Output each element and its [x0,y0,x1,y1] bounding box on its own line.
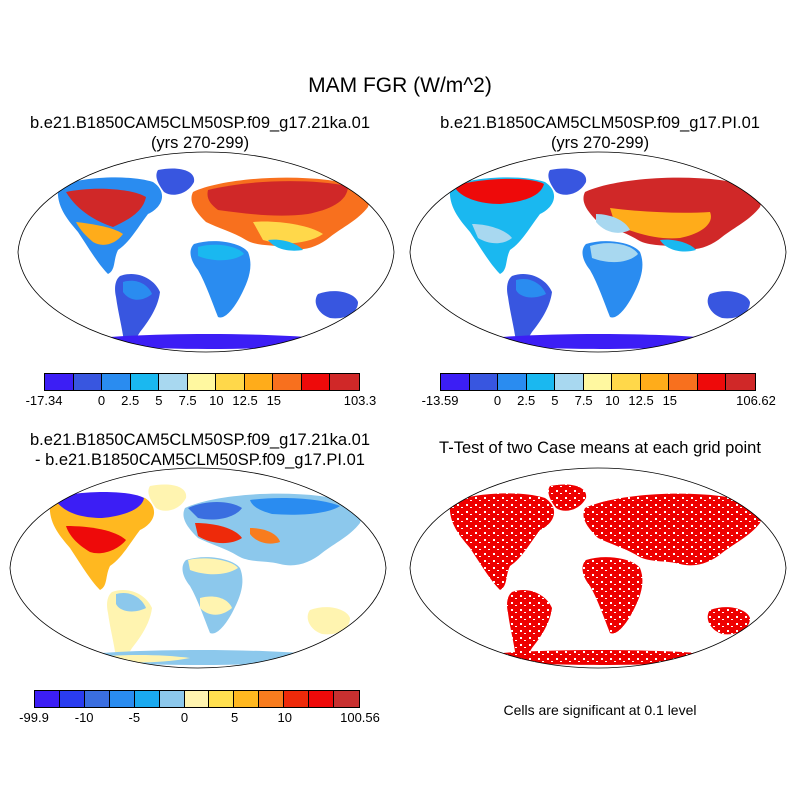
colorbar-swatch [59,691,85,707]
colorbar-tick-label: 7.5 [178,393,197,408]
colorbar-tick-label: 10 [209,393,224,408]
colorbar-swatch [84,691,110,707]
colorbar-tick-label: 12.5 [232,393,258,408]
colorbar-swatch [45,374,74,390]
colorbar-swatch [284,691,310,707]
colorbar-tick-label: 5 [551,393,559,408]
page-title: MAM FGR (W/m^2) [308,74,492,97]
colorbar-tick-label: -99.9 [19,710,49,725]
colorbar-pi [440,373,756,391]
colorbar-tick-label: -10 [74,710,94,725]
colorbar-swatch [259,691,285,707]
colorbar-swatch [640,374,670,390]
colorbar-swatch [216,374,245,390]
colorbar-tick-label: 100.56 [340,710,380,725]
colorbar-swatch [498,374,527,390]
colorbar-tick-label: 12.5 [628,393,654,408]
colorbar-difference [34,690,360,708]
colorbar-tick-label: 0 [97,393,106,408]
colorbar-swatch [334,691,359,707]
colorbar-tick-label: 2.5 [121,393,140,408]
colorbar-tick-label: 0 [493,393,502,408]
colorbar-tick-label: 2.5 [517,393,536,408]
significance-footnote: Cells are significant at 0.1 level [503,702,697,718]
colorbar-swatch [102,374,131,390]
colorbar-swatch [301,374,331,390]
colorbar-swatch [109,691,135,707]
colorbar-tick-label: -5 [128,710,141,725]
panel3-subtitle: - b.e21.B1850CAM5CLM50SP.f09_g17.PI.01 [35,451,365,469]
colorbar-swatch [612,374,641,390]
colorbar-swatch [526,374,556,390]
colorbar-swatch [726,374,756,390]
map-outline-difference [9,467,387,669]
colorbar-swatch [669,374,698,390]
panel2-title: b.e21.B1850CAM5CLM50SP.f09_g17.PI.01 [440,114,760,132]
panel2-years: (yrs 270-299) [550,134,650,152]
colorbar-swatch [244,374,274,390]
colorbar-tick-label: 10 [605,393,620,408]
colorbar-tick-label: 5 [155,393,163,408]
colorbar-tick-label: 7.5 [574,393,593,408]
panel1-title: b.e21.B1850CAM5CLM50SP.f09_g17.21ka.01 [29,114,371,132]
panel1-years: (yrs 270-299) [150,134,250,152]
colorbar-swatch [441,374,470,390]
colorbar-swatch [159,691,185,707]
colorbar-tick-label: 15 [266,393,282,408]
map-outline-ttest [409,467,787,669]
colorbar-tick-label: 103.3 [343,393,377,408]
colorbar-swatch [330,374,360,390]
colorbar-swatch [234,691,260,707]
panel3-title: b.e21.B1850CAM5CLM50SP.f09_g17.21ka.01 [29,431,371,449]
colorbar-swatch [134,691,160,707]
colorbar-swatch [159,374,188,390]
colorbar-swatch [697,374,727,390]
colorbar-tick-label: 5 [230,710,239,725]
colorbar-tick-label: 10 [277,710,292,725]
colorbar-tick-label: 15 [662,393,678,408]
map-panel-21ka [18,152,394,352]
map-panel-pi [410,152,786,352]
colorbar-tick-label: -13.59 [421,393,459,408]
map-outline-pi [409,151,787,353]
colorbar-swatch [273,374,302,390]
colorbar-swatch [184,691,210,707]
colorbar-21ka [44,373,360,391]
colorbar-swatch [309,691,335,707]
map-outline-21ka [17,151,395,353]
colorbar-tick-label: 106.62 [736,393,776,408]
colorbar-swatch [187,374,217,390]
colorbar-swatch [35,691,60,707]
colorbar-swatch [555,374,584,390]
colorbar-swatch [469,374,499,390]
colorbar-swatch [130,374,160,390]
colorbar-swatch [209,691,235,707]
colorbar-swatch [583,374,613,390]
colorbar-tick-label: -17.34 [25,393,63,408]
colorbar-tick-label: 0 [180,710,189,725]
map-panel-ttest [410,468,786,668]
panel4-title: T-Test of two Case means at each grid po… [439,439,761,457]
colorbar-swatch [73,374,103,390]
